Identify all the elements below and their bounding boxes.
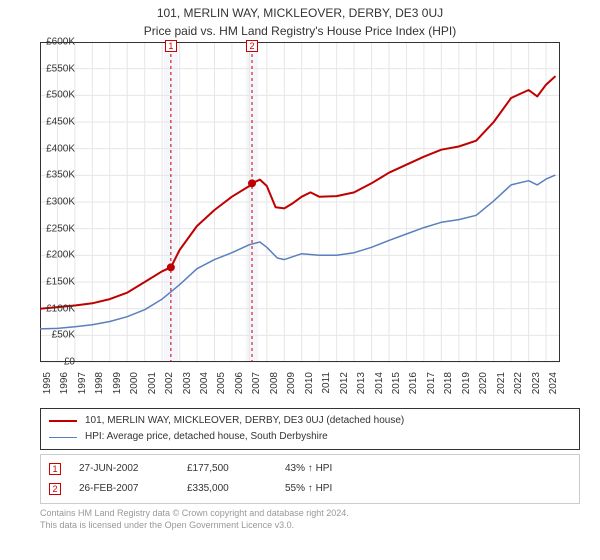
legend-label-hpi: HPI: Average price, detached house, Sout…	[85, 429, 328, 445]
x-axis-label: 2016	[408, 372, 419, 394]
x-axis-label: 1997	[77, 372, 88, 394]
transaction-delta: 55% ↑ HPI	[285, 479, 332, 499]
x-axis-label: 2017	[426, 372, 437, 394]
x-axis-label: 2004	[199, 372, 210, 394]
transaction-date: 27-JUN-2002	[79, 459, 169, 479]
x-axis-label: 2021	[496, 372, 507, 394]
x-axis-label: 2006	[234, 372, 245, 394]
legend-row-property: 101, MERLIN WAY, MICKLEOVER, DERBY, DE3 …	[49, 413, 571, 429]
x-axis-label: 2020	[478, 372, 489, 394]
transaction-price: £177,500	[187, 459, 267, 479]
y-axis-label: £500K	[46, 90, 75, 101]
transaction-price: £335,000	[187, 479, 267, 499]
transaction-delta: 43% ↑ HPI	[285, 459, 332, 479]
legend-swatch-property	[49, 420, 77, 422]
x-axis-label: 1999	[112, 372, 123, 394]
x-axis-label: 1998	[94, 372, 105, 394]
y-axis-label: £600K	[46, 37, 75, 48]
chart-area: £0 £50K £100K £150K £200K £250K £300K £350K £400…	[40, 42, 600, 402]
x-axis-label: 2011	[321, 372, 332, 394]
x-axis-label: 2008	[269, 372, 280, 394]
y-axis-label: £300K	[46, 197, 75, 208]
x-axis-label: 2001	[147, 372, 158, 394]
x-axis-label: 2024	[548, 372, 559, 394]
x-axis-label: 2005	[216, 372, 227, 394]
legend-row-hpi: HPI: Average price, detached house, Sout…	[49, 429, 571, 445]
x-axis-label: 2003	[182, 372, 193, 394]
y-axis-label: £250K	[46, 223, 75, 234]
legend-swatch-hpi	[49, 437, 77, 438]
footer-line-1: Contains HM Land Registry data © Crown c…	[40, 508, 580, 520]
x-axis-label: 1996	[59, 372, 70, 394]
x-axis-label: 2018	[443, 372, 454, 394]
transaction-row: 2 26-FEB-2007 £335,000 55% ↑ HPI	[49, 479, 571, 499]
transaction-marker: 2	[49, 483, 61, 495]
x-axis-label: 1995	[42, 372, 53, 394]
legend-label-property: 101, MERLIN WAY, MICKLEOVER, DERBY, DE3 …	[85, 413, 404, 429]
footer-line-2: This data is licensed under the Open Gov…	[40, 520, 580, 532]
x-axis-label: 2022	[513, 372, 524, 394]
y-axis-label: £200K	[46, 250, 75, 261]
x-axis-label: 2009	[286, 372, 297, 394]
x-axis-label: 2010	[304, 372, 315, 394]
chart-marker-callout: 1	[165, 40, 177, 52]
y-axis-label: £0	[64, 357, 75, 368]
transaction-row: 1 27-JUN-2002 £177,500 43% ↑ HPI	[49, 459, 571, 479]
x-axis-label: 2012	[339, 372, 350, 394]
y-axis-label: £550K	[46, 63, 75, 74]
transaction-marker: 1	[49, 463, 61, 475]
x-axis-label: 2002	[164, 372, 175, 394]
x-axis-label: 2019	[461, 372, 472, 394]
x-axis-label: 2014	[374, 372, 385, 394]
transactions-box: 1 27-JUN-2002 £177,500 43% ↑ HPI 2 26-FE…	[40, 454, 580, 504]
line-chart	[40, 42, 560, 376]
x-axis-label: 2015	[391, 372, 402, 394]
x-axis-label: 2023	[531, 372, 542, 394]
chart-title: 101, MERLIN WAY, MICKLEOVER, DERBY, DE3 …	[0, 0, 600, 20]
y-axis-label: £450K	[46, 117, 75, 128]
y-axis-label: £100K	[46, 303, 75, 314]
transaction-date: 26-FEB-2007	[79, 479, 169, 499]
chart-marker-callout: 2	[246, 40, 258, 52]
y-axis-label: £50K	[52, 330, 75, 341]
footer: Contains HM Land Registry data © Crown c…	[40, 508, 580, 531]
x-axis-label: 2007	[251, 372, 262, 394]
legend-box: 101, MERLIN WAY, MICKLEOVER, DERBY, DE3 …	[40, 408, 580, 450]
x-axis-label: 2000	[129, 372, 140, 394]
x-axis-label: 2013	[356, 372, 367, 394]
chart-subtitle: Price paid vs. HM Land Registry's House …	[0, 20, 600, 42]
y-axis-label: £400K	[46, 143, 75, 154]
y-axis-label: £150K	[46, 277, 75, 288]
y-axis-label: £350K	[46, 170, 75, 181]
